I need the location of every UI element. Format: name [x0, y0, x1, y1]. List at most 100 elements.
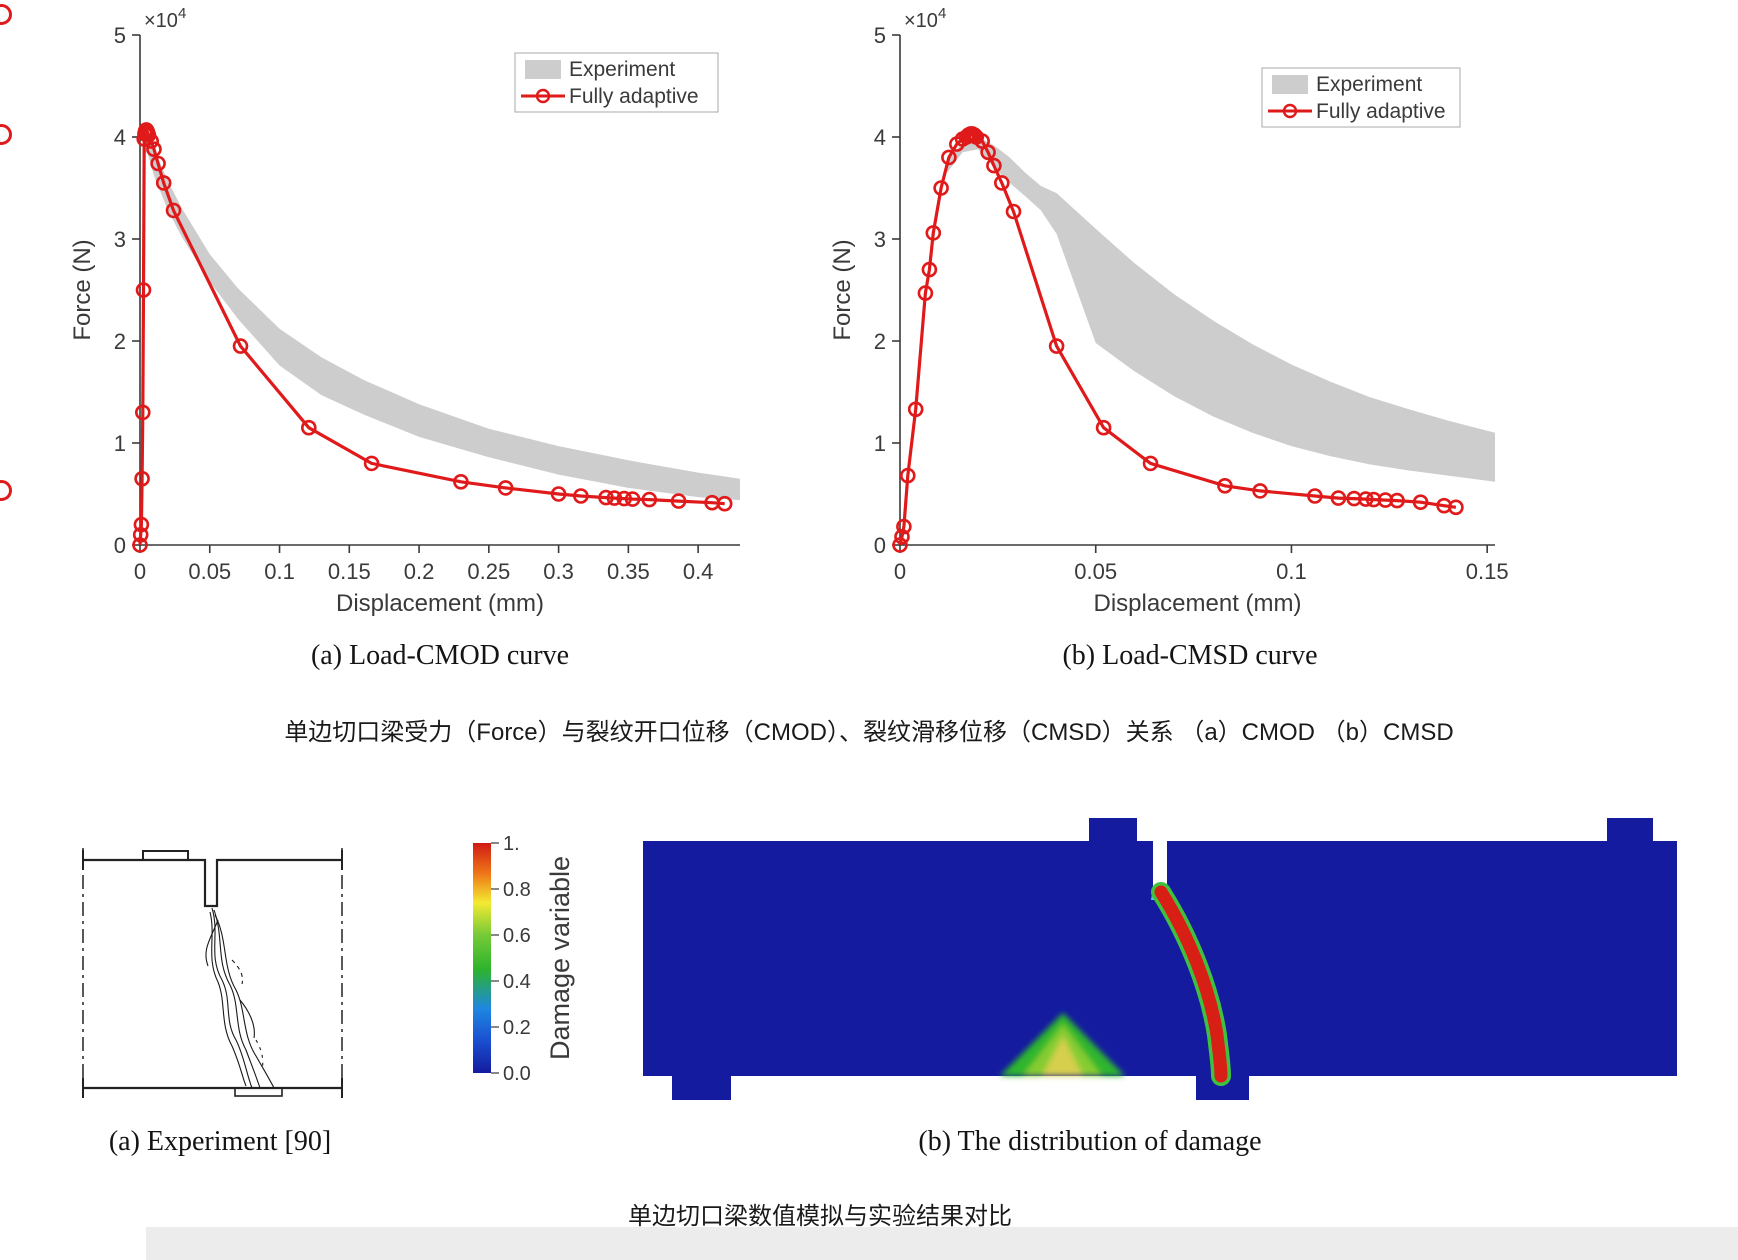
x-tick-label: 0.1 — [1276, 559, 1307, 584]
clipped-marker-artifact — [0, 480, 12, 501]
colorbar-tick-label: 0.4 — [503, 971, 531, 993]
data-point-marker — [1307, 488, 1323, 504]
data-point-marker — [1389, 492, 1405, 509]
data-point-marker — [135, 282, 152, 298]
data-point-marker — [232, 338, 249, 354]
data-point-marker — [986, 157, 1002, 174]
data-point-marker — [894, 528, 910, 545]
data-point-marker — [1048, 338, 1065, 354]
data-point-marker — [150, 155, 166, 172]
x-tick-label: 0.15 — [1466, 559, 1509, 584]
data-point-marker — [165, 202, 182, 219]
data-point-marker — [453, 473, 469, 490]
legend-experiment-swatch — [1272, 75, 1308, 94]
y-tick-label: 5 — [874, 23, 886, 48]
left-loading-platen — [1089, 818, 1137, 841]
y-tick-label: 3 — [114, 227, 126, 252]
y-tick-label: 1 — [114, 431, 126, 456]
edge-ticks — [82, 850, 343, 1098]
y-exponent-label: ×104 — [144, 5, 186, 32]
x-tick-label: 0.25 — [467, 559, 510, 584]
data-point-marker — [1005, 203, 1022, 220]
top-edge-with-notch — [83, 858, 342, 908]
data-point-marker — [624, 491, 641, 507]
photo-caption: (a) Experiment [90] — [108, 1126, 332, 1157]
data-point-marker — [573, 488, 589, 504]
window-background-strip — [146, 1227, 1738, 1260]
data-point-marker — [1448, 499, 1464, 516]
damage-caption: (b) The distribution of damage — [918, 1126, 1262, 1157]
experiment-band — [142, 137, 741, 501]
crack-traces — [205, 907, 275, 1089]
x-tick-label: 0.05 — [1074, 559, 1117, 584]
experiment-sketch — [82, 848, 343, 1098]
data-point-marker — [994, 175, 1010, 191]
support-plate — [234, 1087, 283, 1097]
chart-b-caption: (b) Load-CMSD curve — [1062, 640, 1318, 671]
y-tick-label: 4 — [874, 125, 886, 150]
x-axis-label: Displacement (mm) — [1093, 590, 1301, 617]
data-point-marker — [1357, 491, 1374, 507]
x-tick-label: 0.4 — [683, 559, 714, 584]
data-point-marker — [1412, 494, 1429, 511]
y-tick-label: 2 — [114, 329, 126, 354]
load-cmod-chart: 0 0.05 0.1 0.15 0.2 0.25 0.3 0.35 0.4 0 1 2 3 4 5 ×104 D… — [69, 5, 741, 617]
y-tick-label: 5 — [114, 23, 126, 48]
figure1-caption-zh: 单边切口梁受力（Force）与裂纹开口位移（CMOD）、裂纹滑移位移（CMSD）… — [284, 719, 1454, 746]
y-tick-label: 1 — [874, 431, 886, 456]
data-point-marker — [917, 285, 934, 301]
notch — [1153, 841, 1167, 891]
colorbar-tick-label: 0.0 — [503, 1063, 531, 1085]
clipped-marker-artifact — [0, 124, 12, 145]
data-point-marker — [606, 490, 623, 506]
data-point-marker — [363, 455, 380, 472]
y-axis-label: Force (N) — [69, 239, 96, 340]
data-point-marker — [616, 490, 633, 507]
data-point-marker — [933, 180, 949, 196]
legend-fully-adaptive-label: Fully adaptive — [1316, 100, 1446, 123]
legend-fully-adaptive-label: Fully adaptive — [569, 85, 699, 108]
data-point-marker — [133, 516, 150, 533]
data-point-marker — [155, 175, 172, 191]
data-point-marker — [896, 518, 912, 535]
data-point-marker — [598, 489, 614, 506]
experiment-band — [947, 137, 1495, 482]
colorbar-label: Damage variable — [545, 856, 575, 1060]
data-point-marker — [1142, 455, 1159, 472]
y-axis-label: Force (N) — [829, 239, 856, 340]
y-tick-label: 4 — [114, 125, 126, 150]
y-tick-label: 2 — [874, 329, 886, 354]
data-point-marker — [670, 493, 687, 509]
x-tick-label: 0.3 — [543, 559, 574, 584]
data-point-marker — [907, 401, 924, 418]
data-point-marker — [143, 133, 159, 149]
data-point-marker — [132, 537, 148, 553]
x-axis-label: Displacement (mm) — [336, 590, 544, 617]
legend-marker-sample — [1282, 103, 1298, 119]
data-point-marker — [146, 141, 162, 157]
data-point-marker — [980, 144, 996, 161]
right-loading-platen — [1607, 818, 1653, 841]
x-tick-label: 0.2 — [404, 559, 435, 584]
damage-cone — [1000, 1013, 1125, 1076]
data-point-marker — [921, 261, 938, 278]
figure2-caption-zh: 单边切口梁数值模拟与实验结果对比 — [628, 1203, 1012, 1230]
load-cmsd-chart: 0 0.05 0.1 0.15 0 1 2 3 4 5 ×104 Displacement (mm) F… — [829, 5, 1509, 617]
colorbar-tick-label: 0.6 — [503, 925, 531, 947]
data-point-marker — [1217, 477, 1233, 494]
data-point-marker — [497, 480, 514, 496]
colorbar-tick-label: 0.2 — [503, 1017, 531, 1039]
clipped-marker-artifact — [0, 4, 12, 25]
data-point-marker — [134, 470, 150, 487]
data-point-marker — [1330, 490, 1347, 506]
y-tick-label: 3 — [874, 227, 886, 252]
damage-colorbar: 1. 0.8 0.6 0.4 0.2 0.0 Damage variable — [473, 833, 575, 1085]
y-tick-label: 0 — [114, 533, 126, 558]
data-point-marker — [900, 467, 916, 484]
loading-plate — [142, 850, 189, 861]
crack-band — [1154, 885, 1228, 1083]
left-support-foot — [672, 1076, 731, 1100]
y-exponent-label: ×104 — [904, 5, 946, 32]
data-point-marker — [892, 537, 908, 553]
